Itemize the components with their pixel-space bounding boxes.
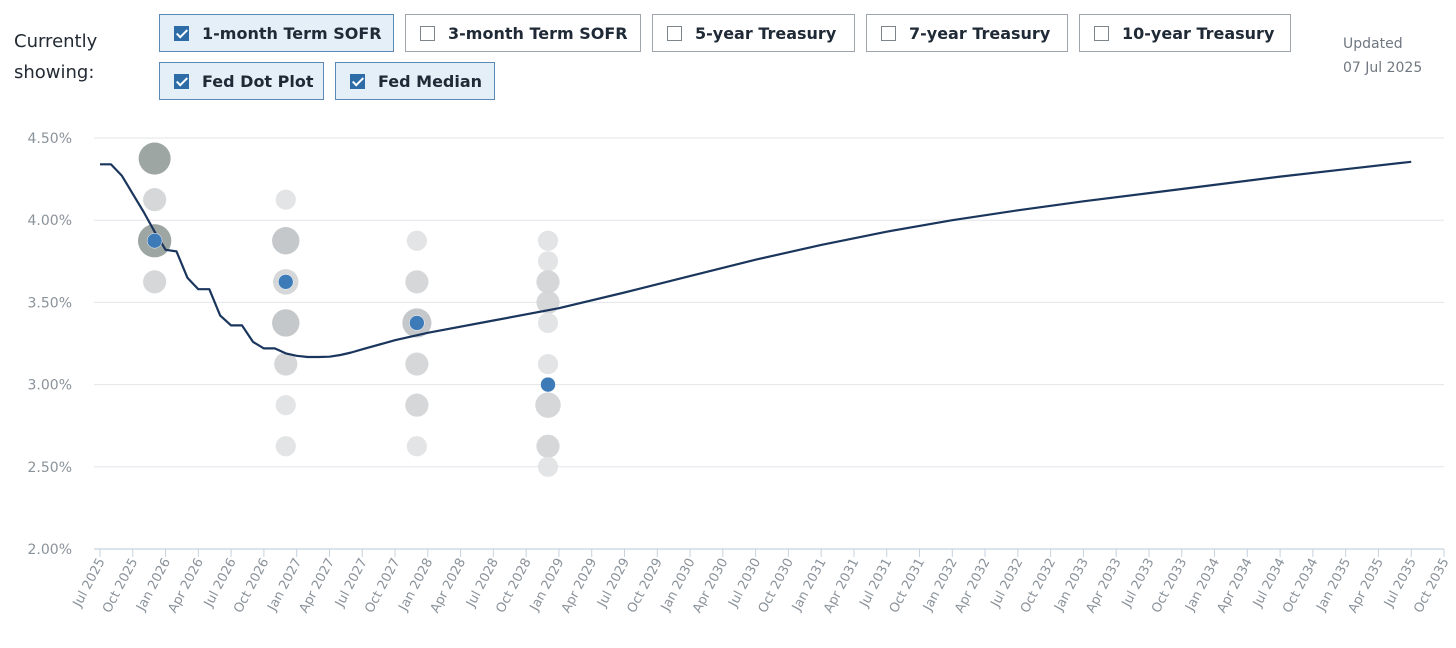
- fed-dot: [274, 352, 298, 376]
- toggle-1m-term-sofr[interactable]: 1-month Term SOFR: [159, 14, 394, 52]
- grid-layer: [94, 137, 1444, 468]
- toggle-fed-dot-plot[interactable]: Fed Dot Plot: [159, 62, 324, 100]
- legend-row-fed: Fed Dot Plot Fed Median: [159, 62, 495, 100]
- legend-row-series: 1-month Term SOFR 3-month Term SOFR 5-ye…: [159, 14, 1291, 52]
- toggle-label-1m-term-sofr: 1-month Term SOFR: [202, 23, 382, 43]
- y-tick-label: 2.00%: [28, 542, 72, 558]
- checkbox-3m-term-sofr[interactable]: [420, 25, 435, 41]
- toggle-label-5y-treasury: 5-year Treasury: [695, 23, 837, 43]
- toggle-label-fed-dot-plot: Fed Dot Plot: [202, 71, 314, 91]
- y-tick-label: 2.50%: [28, 460, 72, 476]
- checkbox-10y-treasury[interactable]: [1094, 25, 1109, 41]
- updated-label: Updated: [1343, 36, 1403, 52]
- fed-dot: [537, 353, 559, 375]
- fed-median-point: [540, 376, 556, 393]
- sofr-1m-series-line: [100, 160, 1412, 359]
- toggle-3m-term-sofr[interactable]: 3-month Term SOFR: [405, 14, 641, 52]
- toggle-fed-median[interactable]: Fed Median: [335, 62, 495, 100]
- fed-dot: [537, 312, 559, 334]
- toggle-5y-treasury[interactable]: 5-year Treasury: [652, 14, 855, 52]
- fed-dot: [536, 270, 560, 294]
- y-tick-label: 4.00%: [28, 213, 72, 229]
- fed-dot: [535, 392, 561, 418]
- updated-info: Updated 07 Jul 2025: [1343, 32, 1422, 80]
- fed-dot: [272, 309, 300, 337]
- checkbox-7y-treasury[interactable]: [881, 25, 896, 41]
- fed-median-layer: [146, 233, 556, 393]
- fed-median-point: [278, 274, 294, 290]
- updated-date: 07 Jul 2025: [1343, 60, 1423, 76]
- y-tick-label: 3.50%: [28, 295, 72, 311]
- checkbox-fed-median[interactable]: [350, 73, 365, 89]
- y-axis: 4.50% 4.00% 3.50% 3.00% 2.50% 2.00%: [28, 131, 72, 558]
- fed-dot: [537, 230, 559, 251]
- fed-median-point: [146, 233, 163, 249]
- fed-dot: [405, 270, 429, 294]
- toggle-label-7y-treasury: 7-year Treasury: [909, 23, 1051, 43]
- checkbox-1m-term-sofr[interactable]: [174, 25, 189, 41]
- fed-dot-plot-layer: [137, 142, 561, 477]
- fed-dot: [537, 251, 559, 272]
- fed-dot: [272, 227, 300, 255]
- fed-dot: [405, 352, 429, 376]
- fed-dot: [143, 188, 167, 212]
- toggle-7y-treasury[interactable]: 7-year Treasury: [866, 14, 1068, 52]
- checkbox-5y-treasury[interactable]: [667, 25, 682, 41]
- fed-dot: [536, 434, 560, 458]
- y-tick-label: 4.50%: [28, 131, 72, 147]
- toggle-10y-treasury[interactable]: 10-year Treasury: [1079, 14, 1291, 52]
- checkbox-fed-dot-plot[interactable]: [174, 73, 189, 89]
- toggle-label-fed-median: Fed Median: [378, 71, 483, 91]
- fed-dot: [143, 270, 167, 294]
- fed-dot: [405, 393, 429, 417]
- currently-showing-line1: Currently: [14, 31, 98, 52]
- sofr-line-layer: [100, 160, 1412, 359]
- toggle-label-3m-term-sofr: 3-month Term SOFR: [448, 23, 628, 43]
- fed-dot: [406, 436, 427, 457]
- fed-dot: [406, 230, 427, 251]
- fed-dot: [275, 189, 296, 210]
- toggle-label-10y-treasury: 10-year Treasury: [1122, 23, 1275, 43]
- currently-showing-label: Currently showing:: [14, 26, 97, 88]
- fed-dot: [275, 436, 296, 457]
- fed-dot: [537, 456, 559, 477]
- fed-median-point: [409, 315, 425, 331]
- currently-showing-line2: showing:: [14, 62, 95, 83]
- y-tick-label: 3.00%: [28, 378, 72, 394]
- fed-dot: [275, 395, 296, 416]
- fed-dot: [138, 142, 171, 175]
